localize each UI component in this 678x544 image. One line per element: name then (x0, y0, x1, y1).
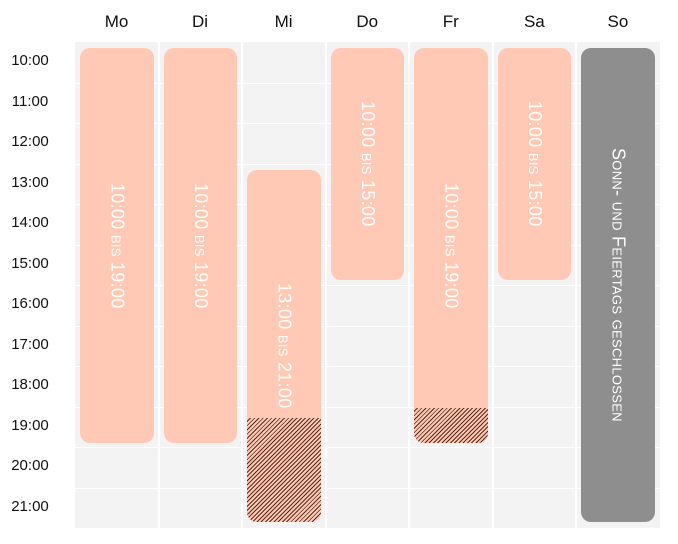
time-block: 13:00 bis 21:00 (247, 170, 321, 522)
time-label: 16:00 (0, 295, 60, 312)
block-label: 10:00 bis 15:00 (525, 101, 546, 227)
time-label: 17:00 (0, 336, 60, 353)
time-block: 10:00 bis 19:00 (414, 48, 488, 443)
day-name: Sa (523, 12, 545, 31)
time-block: Sonn- und Feiertags geschlossen (581, 48, 655, 522)
hatched-area (247, 418, 321, 522)
day-name: Di (192, 12, 209, 31)
time-text: 14:00 (11, 214, 49, 231)
time-label: 13:00 (0, 174, 60, 191)
day-header: Mo (75, 12, 158, 32)
grid-col-line (241, 42, 244, 528)
grid-col-line (157, 42, 160, 528)
time-text: 21:00 (11, 497, 49, 515)
time-text: 11:00 (11, 92, 49, 110)
grid-row-line (75, 487, 660, 489)
day-header: Di (159, 12, 242, 32)
grid-col-line (575, 42, 578, 528)
day-name: So (607, 12, 629, 31)
block-label: 10:00 bis 19:00 (441, 182, 462, 309)
time-text: 17:00 (11, 335, 49, 353)
time-label: 21:00 (0, 498, 60, 515)
day-name: Do (356, 12, 379, 31)
time-text: 19:00 (11, 416, 49, 434)
time-label: 20:00 (0, 457, 60, 474)
time-text: 10:00 (11, 52, 49, 69)
day-header: So (576, 12, 659, 32)
time-text: 16:00 (11, 295, 49, 312)
time-text: 13:00 (11, 173, 49, 191)
time-block: 10:00 bis 15:00 (497, 48, 572, 280)
grid-col-line (491, 42, 494, 528)
block-label: 10:00 bis 19:00 (107, 182, 128, 309)
day-header: Do (326, 12, 409, 32)
day-name: Mo (104, 12, 129, 31)
day-name: Fr (442, 12, 459, 31)
time-label: 10:00 (0, 52, 60, 69)
time-text: 15:00 (11, 254, 49, 272)
time-label: 12:00 (0, 133, 60, 150)
time-label: 14:00 (0, 214, 60, 231)
block-label: 10:00 bis 15:00 (357, 101, 378, 227)
time-label: 11:00 (0, 93, 60, 110)
day-header: Mi (242, 12, 325, 32)
block-label: 10:00 bis 19:00 (190, 182, 211, 309)
day-header: Fr (409, 12, 492, 32)
grid-row-line (75, 366, 660, 367)
block-label: Sonn- und Feiertags geschlossen (608, 148, 629, 422)
time-text: 18:00 (11, 376, 49, 393)
grid-row-line (75, 325, 660, 327)
day-header: Sa (493, 12, 576, 32)
time-label: 19:00 (0, 417, 60, 434)
grid-col-line (408, 42, 411, 528)
grid-row-line (75, 406, 660, 408)
time-block: 10:00 bis 19:00 (163, 48, 238, 443)
time-text: 20:00 (11, 457, 49, 474)
time-label: 18:00 (0, 376, 60, 393)
grid-row-line (75, 447, 660, 448)
time-block: 10:00 bis 15:00 (330, 48, 405, 280)
grid-row-line (75, 285, 660, 286)
time-block: 10:00 bis 19:00 (80, 48, 154, 443)
block-label: 13:00 bis 21:00 (274, 283, 295, 409)
hatched-area (414, 408, 488, 443)
grid-col-line (324, 42, 327, 528)
day-name: Mi (274, 12, 293, 31)
time-text: 12:00 (11, 133, 49, 150)
time-label: 15:00 (0, 255, 60, 272)
